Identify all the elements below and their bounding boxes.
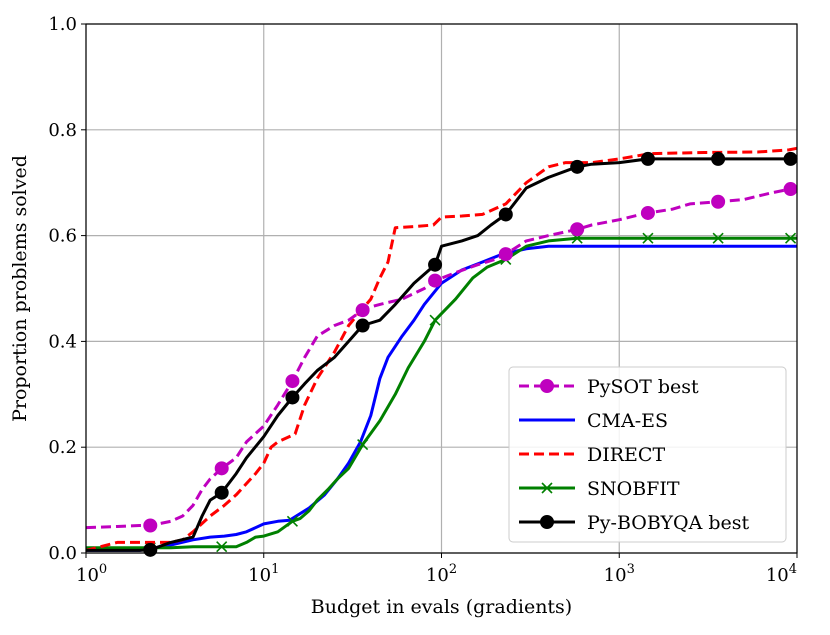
legend-label: SNOBFIT <box>587 478 680 500</box>
series-line <box>85 186 798 530</box>
marker-stroke <box>784 232 797 244</box>
series-marker <box>498 247 513 262</box>
series-marker <box>498 207 513 222</box>
y-axis-label: Proportion problems solved <box>9 155 31 422</box>
series-marker <box>711 194 726 209</box>
series-line <box>85 146 798 552</box>
series-marker <box>285 374 300 389</box>
series-marker <box>570 159 585 174</box>
series-marker <box>286 515 298 527</box>
series-marker <box>143 518 158 533</box>
x-tick-label: 100 <box>76 562 107 586</box>
series-marker <box>783 182 798 197</box>
legend-item-cma-es: CMA-ES <box>519 410 668 432</box>
legend-item-pysot-best: PySOT best <box>519 376 699 398</box>
marker-stroke <box>357 438 369 451</box>
series-line <box>86 157 797 552</box>
legend-item-snobfit: SNOBFIT <box>519 478 680 500</box>
y-tick-label: 0.0 <box>48 543 77 564</box>
series-line <box>86 236 797 550</box>
marker-stroke <box>642 232 654 244</box>
series-marker <box>285 390 300 405</box>
y-tick-label: 0.6 <box>48 226 77 247</box>
series-marker <box>784 232 797 244</box>
series-marker <box>216 541 228 553</box>
series-marker <box>429 314 441 326</box>
y-tick-label: 1.0 <box>48 14 77 35</box>
legend-item-direct: DIRECT <box>519 444 665 466</box>
legend-item-py-bobyqa-best: Py-BOBYQA best <box>519 512 749 534</box>
series-marker <box>783 151 798 166</box>
x-tick-label: 104 <box>766 562 797 586</box>
x-tick-label: 101 <box>248 562 279 586</box>
marker-stroke <box>216 541 228 553</box>
series-marker <box>355 303 370 318</box>
series-direct <box>85 146 798 552</box>
series-marker <box>428 273 443 288</box>
y-tick-label: 0.4 <box>48 331 77 352</box>
legend-label: PySOT best <box>587 376 699 398</box>
series-marker <box>711 151 726 166</box>
legend-marker <box>540 379 554 393</box>
x-tick-label: 102 <box>426 562 457 586</box>
marker-stroke <box>286 515 298 527</box>
series-marker <box>640 205 655 220</box>
marker-stroke <box>541 482 553 494</box>
y-axis-ticks: 0.0 0.2 0.4 0.6 0.8 1.0 <box>48 14 86 564</box>
series-marker <box>712 232 724 244</box>
legend-label: Py-BOBYQA best <box>587 512 749 534</box>
series-marker <box>214 461 229 476</box>
marker-stroke <box>712 232 724 244</box>
x-axis-label: Budget in evals (gradients) <box>311 596 572 618</box>
legend-marker <box>541 482 553 494</box>
series-marker <box>640 151 655 166</box>
series-marker <box>428 257 443 272</box>
series-marker <box>357 438 369 451</box>
series-layer <box>85 146 798 557</box>
y-tick-label: 0.2 <box>48 437 77 458</box>
series-marker <box>143 542 158 557</box>
series-marker <box>642 232 654 244</box>
series-marker <box>214 485 229 500</box>
series-pysot-best <box>85 182 798 533</box>
x-axis-ticks: 100 101 102 103 104 <box>76 553 798 586</box>
legend-label: CMA-ES <box>587 410 668 432</box>
x-tick-label: 103 <box>604 562 635 586</box>
series-marker <box>570 222 585 237</box>
marker-stroke <box>429 314 441 326</box>
legend-label: DIRECT <box>587 444 665 466</box>
legend: PySOT best CMA-ES DIRECT SNOBFIT Py-BOBYQA b… <box>508 366 787 543</box>
legend-box <box>508 366 787 543</box>
legend-marker <box>540 515 554 529</box>
y-tick-label: 0.8 <box>48 120 77 141</box>
series-marker <box>355 318 370 333</box>
